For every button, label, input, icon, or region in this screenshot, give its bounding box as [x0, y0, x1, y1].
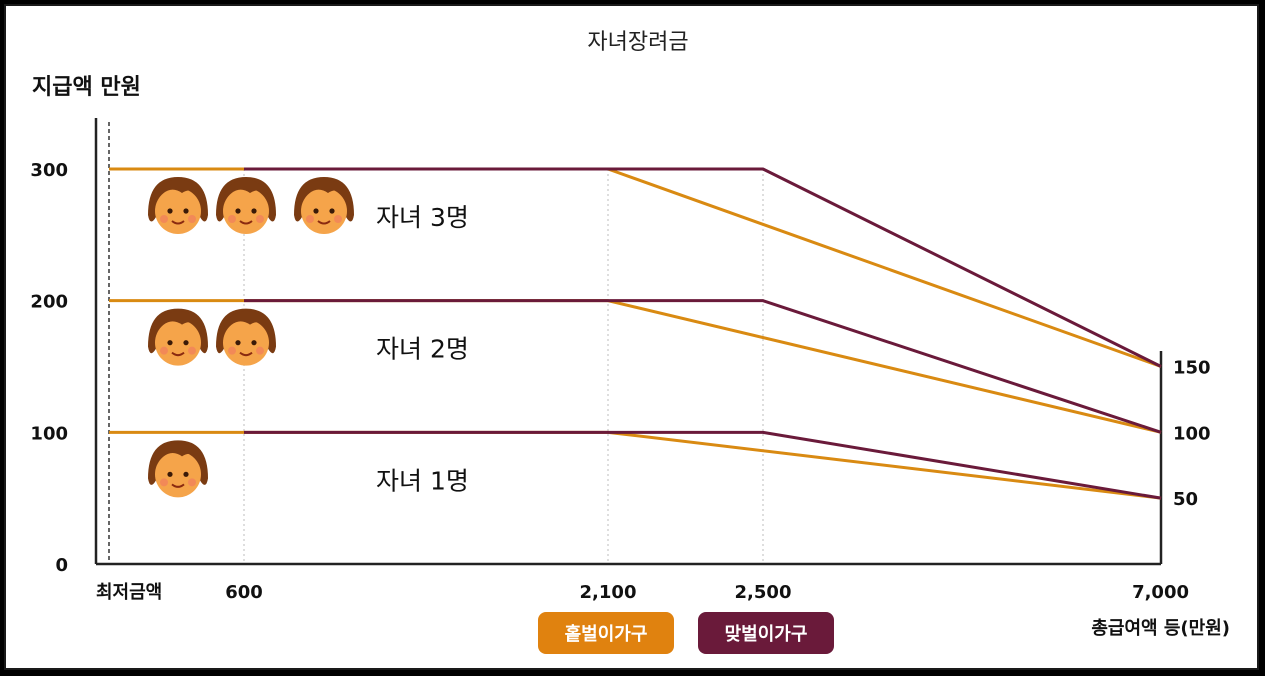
- face-shape: [155, 319, 201, 366]
- child-face-icon: [148, 177, 208, 234]
- legend-badge-1: [698, 612, 834, 654]
- x-tick-label-0: 최저금액: [96, 582, 162, 603]
- x-tick-label-1: 600: [225, 582, 263, 603]
- bangs-shape: [222, 179, 270, 203]
- child-face-icon: [148, 308, 208, 366]
- child-face-icon: [216, 308, 276, 366]
- series-line-4: [109, 430, 1162, 500]
- eye-left: [235, 208, 241, 214]
- series-lines: [109, 167, 1162, 500]
- chart-frame: 자녀장려금 지급액 만원 총급여액 등(만원) 0 100 200 300 50 100 1…: [4, 4, 1259, 670]
- x-tick-label-4: 7,000: [1132, 582, 1189, 603]
- eye-left: [167, 208, 173, 214]
- series-line-1: [244, 167, 1162, 368]
- y-right-tick-label-0: 50: [1173, 489, 1198, 510]
- face-shape: [223, 319, 269, 366]
- legend-badge-0: [538, 612, 674, 654]
- legend-label-1: 맞벌이가구: [725, 624, 808, 645]
- cheek-left: [160, 346, 168, 355]
- cheek-right: [188, 215, 196, 223]
- cheek-right: [256, 346, 264, 355]
- cheek-left: [306, 215, 314, 223]
- chart-canvas: 자녀장려금 지급액 만원 총급여액 등(만원) 0 100 200 300 50 100 1…: [30, 30, 1230, 654]
- cheek-right: [188, 478, 196, 487]
- y-axis-label: 지급액 만원: [32, 75, 141, 100]
- eye-right: [183, 340, 189, 346]
- mouth: [317, 220, 331, 225]
- eye-right: [251, 208, 257, 214]
- series-line-3: [244, 299, 1162, 434]
- bangs-shape: [154, 310, 202, 335]
- cheek-right: [188, 346, 196, 355]
- series-line-5: [244, 430, 1162, 500]
- y-tick-label-3: 300: [30, 160, 68, 181]
- legend-label-0: 홑벌이가구: [565, 623, 648, 645]
- face-shape: [301, 188, 347, 234]
- x-axis-label: 총급여액 등(만원): [1091, 618, 1230, 639]
- bangs-shape: [154, 442, 202, 467]
- face-shape: [155, 451, 201, 498]
- group-label-3: 자녀 3명: [376, 203, 469, 232]
- eye-left: [167, 340, 173, 346]
- eye-left: [313, 208, 319, 214]
- cheek-left: [160, 478, 168, 487]
- tick-labels: 0 100 200 300 50 100 150 최저금액 600 2,100 2,500 7,000: [30, 160, 1210, 603]
- cheek-right: [256, 215, 264, 223]
- chart-title: 자녀장려금: [587, 30, 688, 55]
- y-right-tick-label-1: 100: [1173, 423, 1211, 444]
- children-illustrations: [148, 177, 354, 498]
- cheek-left: [228, 346, 236, 355]
- mouth: [171, 220, 185, 225]
- mouth: [239, 351, 253, 357]
- x-tick-label-2: 2,100: [580, 582, 637, 603]
- mouth: [171, 483, 185, 488]
- mouth: [239, 220, 253, 225]
- cheek-left: [160, 215, 168, 223]
- cheek-left: [228, 215, 236, 223]
- child-face-icon: [294, 177, 354, 234]
- cheek-right: [334, 215, 342, 223]
- y-tick-label-1: 100: [30, 423, 68, 444]
- face-shape: [155, 188, 201, 234]
- bangs-shape: [300, 179, 348, 203]
- eye-left: [167, 471, 173, 477]
- child-face-icon: [148, 440, 208, 498]
- mouth: [171, 351, 185, 357]
- eye-left: [235, 340, 241, 346]
- group-label-2: 자녀 2명: [376, 335, 469, 364]
- face-shape: [223, 188, 269, 234]
- group-label-1: 자녀 1명: [376, 466, 469, 495]
- eye-right: [183, 208, 189, 214]
- legend: 홑벌이가구 맞벌이가구: [538, 612, 834, 654]
- child-face-icon: [216, 177, 276, 234]
- bangs-shape: [154, 179, 202, 203]
- bangs-shape: [222, 310, 270, 335]
- y-right-tick-label-2: 150: [1173, 358, 1211, 379]
- eye-right: [251, 340, 257, 346]
- axes: [94, 118, 1163, 566]
- eye-right: [183, 471, 189, 477]
- y-tick-label-2: 200: [30, 292, 68, 313]
- y-tick-label-0: 0: [55, 555, 68, 576]
- x-tick-label-3: 2,500: [735, 582, 792, 603]
- eye-right: [329, 208, 335, 214]
- grid-lines: [108, 122, 764, 564]
